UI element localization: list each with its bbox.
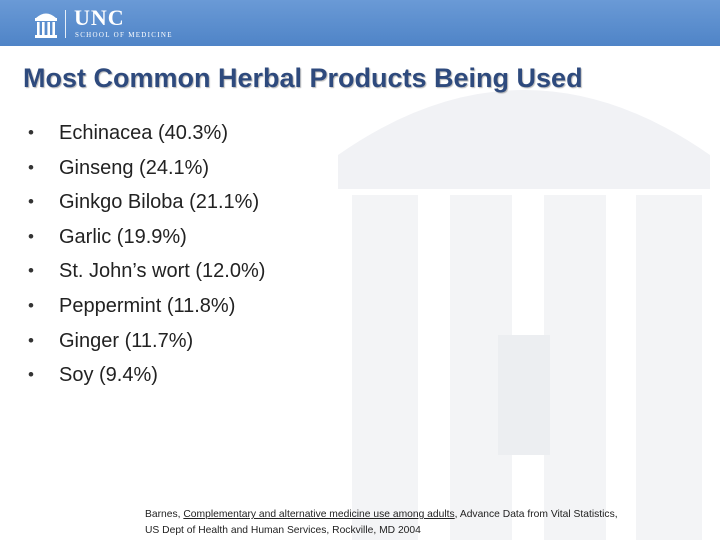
bullet-icon: •: [28, 123, 34, 142]
list-item-text: Peppermint (11.8%): [59, 294, 236, 317]
list-item-text: Soy (9.4%): [59, 364, 158, 387]
logo-divider: [65, 10, 66, 38]
citation-author: Barnes,: [145, 509, 184, 520]
list-item-text: Garlic (19.9%): [59, 225, 187, 248]
old-well-logo-icon: [35, 13, 57, 38]
citation-publisher: US Dept of Health and Human Services, Ro…: [145, 525, 421, 536]
bullet-icon: •: [28, 192, 34, 212]
bullet-icon: •: [28, 295, 34, 315]
list-item-text: Echinacea (40.3%): [59, 122, 228, 144]
bullet-icon: •: [28, 226, 34, 246]
list-item-text: Ginseng (24.1%): [59, 156, 210, 179]
bullet-icon: •: [28, 365, 34, 385]
citation-work-title: Complementary and alternative medicine u…: [183, 509, 455, 520]
citation-source: , Advance Data from Vital Statistics,: [454, 509, 618, 520]
bullet-icon: •: [28, 157, 34, 177]
logo-subtitle: SCHOOL OF MEDICINE: [75, 31, 173, 39]
citation: Barnes, Complementary and alternative me…: [145, 507, 705, 539]
logo-title: UNC: [74, 5, 125, 30]
old-well-watermark-icon: [338, 90, 710, 540]
bullet-icon: •: [28, 330, 34, 350]
list-item-text: Ginkgo Biloba (21.1%): [59, 191, 260, 214]
slide-title: Most Common Herbal Products Being Used: [23, 63, 583, 93]
bullet-icon: •: [28, 261, 34, 281]
list-item-text: Ginger (11.7%): [59, 329, 194, 352]
header-bar: UNC SCHOOL OF MEDICINE: [0, 0, 720, 46]
list-item-text: St. John’s wort (12.0%): [59, 260, 266, 283]
